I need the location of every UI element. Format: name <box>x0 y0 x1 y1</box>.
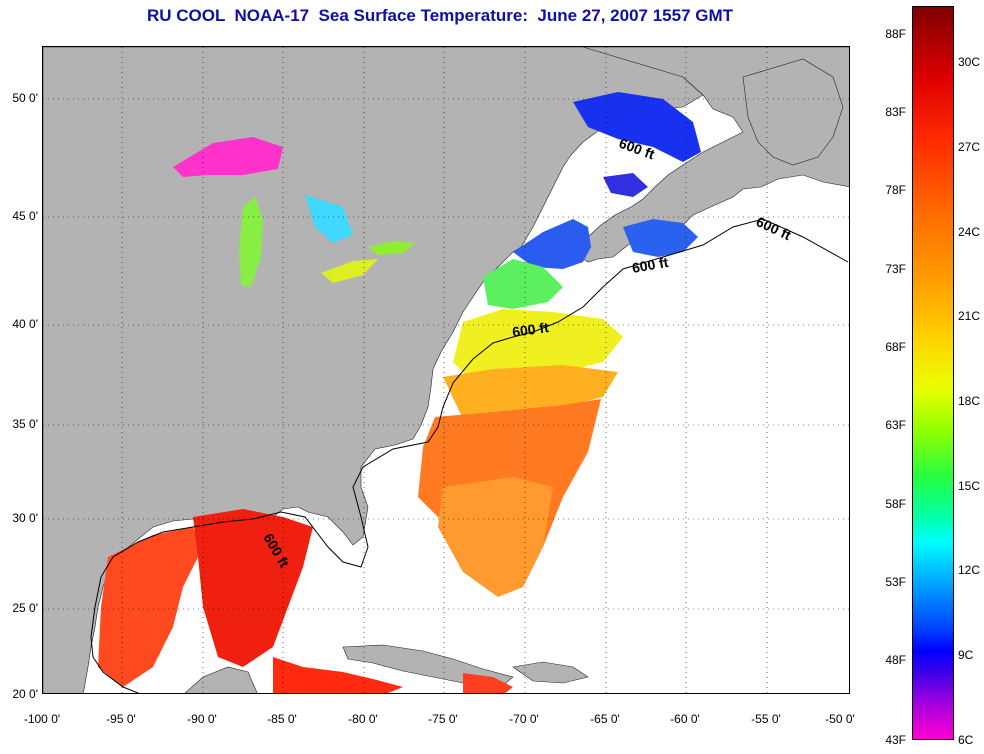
contour-label: 600 ft <box>631 254 670 276</box>
lat-label: 20 0' <box>12 687 38 701</box>
map-canvas: 600 ft 600 ft 600 ft 600 ft 600 ft <box>43 47 849 693</box>
lon-label: -80 0' <box>348 712 378 726</box>
lon-label: -85 0' <box>267 712 297 726</box>
sst-bay-of-fundy <box>603 173 648 197</box>
lon-label: -100 0' <box>23 712 61 726</box>
colorbar-f-label: 58F <box>885 497 906 511</box>
lat-label: 50 0' <box>12 91 38 105</box>
colorbar <box>912 6 954 740</box>
colorbar-f-label: 53F <box>885 575 906 589</box>
lat-label: 35 0' <box>12 417 38 431</box>
sst-caribbean-east <box>463 673 513 693</box>
colorbar-c-label: 6C <box>958 733 974 747</box>
land-newfoundland <box>742 58 844 166</box>
sst-map[interactable]: 600 ft 600 ft 600 ft 600 ft 600 ft <box>42 46 850 694</box>
colorbar-f-label: 63F <box>885 418 906 432</box>
colorbar-f-label: 83F <box>885 105 906 119</box>
lake-huron <box>305 195 353 243</box>
sst-scotian-shelf <box>623 219 698 257</box>
sst-gulf-of-mexico-east <box>193 509 313 667</box>
lat-label: 30 0' <box>12 511 38 525</box>
contour-label: 600 ft <box>511 319 550 340</box>
page-title: RU COOL NOAA-17 Sea Surface Temperature:… <box>146 6 734 25</box>
lat-label: 45 0' <box>12 209 38 223</box>
sst-gulf-of-maine <box>513 219 591 269</box>
colorbar-c-label: 15C <box>958 479 981 493</box>
lake-michigan <box>239 197 263 287</box>
lake-erie <box>321 259 378 283</box>
sst-gulf-stream-north <box>443 365 618 419</box>
colorbar-c-label: 30C <box>958 55 981 69</box>
sst-gulf-of-mexico-west <box>98 527 203 687</box>
lon-label: -95 0' <box>106 712 136 726</box>
sst-slope-yellow <box>453 309 623 382</box>
lon-label: -90 0' <box>187 712 217 726</box>
sst-sargasso-orange <box>438 477 553 597</box>
colorbar-f-label: 88F <box>885 27 906 41</box>
land-yucatan <box>184 666 258 693</box>
colorbar-c-label: 9C <box>958 648 974 662</box>
colorbar-f-label: 43F <box>885 733 906 747</box>
colorbar-c-label: 27C <box>958 140 981 154</box>
colorbar-f-label: 68F <box>885 340 906 354</box>
lon-label: -60 0' <box>670 712 700 726</box>
lat-label: 40 0' <box>12 317 38 331</box>
sst-gulf-of-st-lawrence <box>573 92 701 162</box>
lon-label: -70 0' <box>509 712 539 726</box>
land-north-america <box>43 47 704 693</box>
lake-ontario <box>368 241 415 255</box>
colorbar-f-label: 48F <box>885 653 906 667</box>
colorbar-c-label: 12C <box>958 563 981 577</box>
colorbar-f-label: 73F <box>885 262 906 276</box>
lon-label: -50 0' <box>825 712 855 726</box>
colorbar-f-label: 78F <box>885 183 906 197</box>
colorbar-c-label: 18C <box>958 394 981 408</box>
colorbar-c-label: 21C <box>958 309 981 323</box>
sst-caribbean <box>273 657 403 693</box>
colorbar-c-label: 24C <box>958 225 981 239</box>
lake-superior <box>173 137 283 177</box>
lon-label: -75 0' <box>428 712 458 726</box>
sst-mid-atlantic-shelf <box>483 259 563 309</box>
lon-label: -55 0' <box>751 712 781 726</box>
lon-label: -65 0' <box>590 712 620 726</box>
land-hispaniola <box>512 661 589 684</box>
lat-label: 25 0' <box>12 601 38 615</box>
graticule <box>43 47 849 693</box>
bathymetry-contour <box>90 218 849 693</box>
